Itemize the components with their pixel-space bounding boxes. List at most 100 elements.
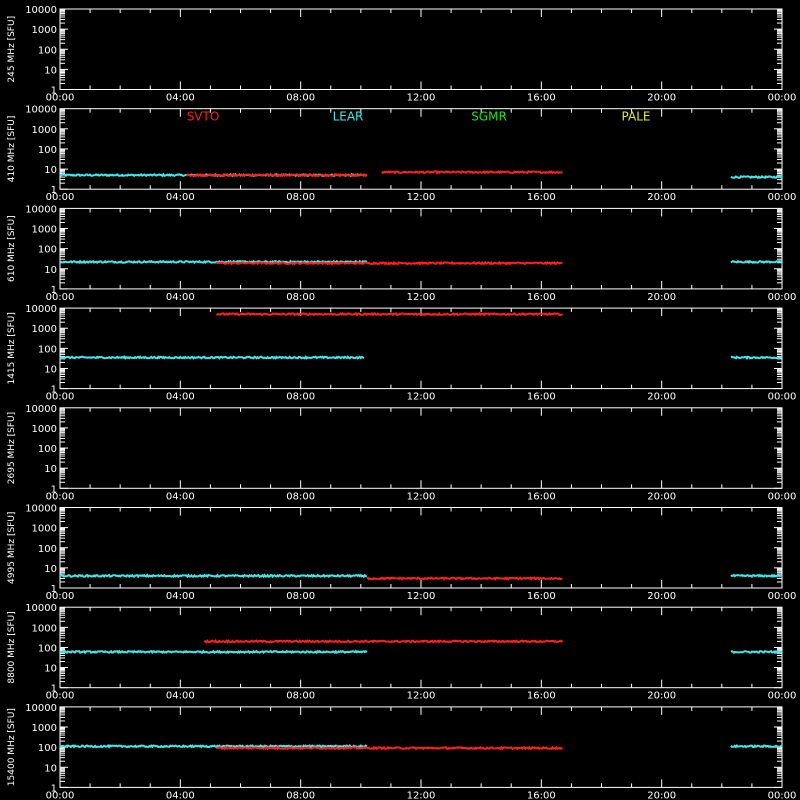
x-tick-label: 00:00 [46,591,75,602]
y-axis-label: 4995 MHz [SFU] [7,512,17,584]
x-tick-label: 00:00 [768,790,797,800]
y-tick-label: 1 [51,185,57,196]
x-tick-label: 16:00 [527,93,556,104]
y-tick-label: 1000 [32,125,57,136]
y-tick-label: 1 [51,684,57,695]
panel-3: 1 10 100 1000 10000 610 MHz [SFU] 00:00 04:00 08… [7,204,796,303]
y-tick-label: 10000 [25,105,57,116]
x-tick-label: 20:00 [647,790,676,800]
y-tick-label: 10000 [25,603,57,614]
y-tick-label: 100 [38,344,57,355]
x-tick-label: 00:00 [46,392,75,403]
y-tick-label: 100 [38,743,57,754]
x-tick-label: 08:00 [286,392,315,403]
y-tick-label: 1000 [32,723,57,734]
x-tick-label: 12:00 [407,292,436,303]
y-tick-label: 1000 [32,524,57,535]
series-lear [59,355,365,361]
panel-1: 1 10 100 1000 10000 245 MHz [SFU] 00:00 04:00 08… [7,5,796,104]
x-tick-label: 04:00 [166,691,195,702]
x-tick-label: 00:00 [768,691,797,702]
x-tick-label: 00:00 [46,192,75,203]
axis-frame [59,606,783,689]
x-tick-label: 12:00 [407,392,436,403]
series-lear [730,259,783,265]
y-tick-label: 100 [38,643,57,654]
y-axis-label: 410 MHz [SFU] [7,116,17,183]
y-tick-label: 100 [38,45,57,56]
y-tick-label: 10000 [25,404,57,415]
y-tick-label: 1 [51,385,57,396]
x-tick-label: 04:00 [166,392,195,403]
y-tick-label: 10 [44,265,57,276]
y-tick-label: 10 [44,364,57,375]
x-tick-label: 16:00 [527,790,556,800]
x-tick-label: 00:00 [768,292,797,303]
y-tick-label: 1000 [32,424,57,435]
series-svto [215,260,563,266]
y-tick-label: 100 [38,544,57,555]
x-tick-label: 12:00 [407,93,436,104]
x-tick-label: 08:00 [286,93,315,104]
legend-svto: SVTO [187,110,220,124]
y-tick-label: 10 [44,564,57,575]
x-tick-label: 00:00 [46,93,75,104]
axis-frame [59,8,783,90]
y-tick-label: 10 [44,664,57,675]
legend-pale: PALE [622,110,651,124]
x-tick-label: 16:00 [527,192,556,203]
y-tick-label: 1 [51,584,57,595]
x-tick-label: 12:00 [407,790,436,800]
y-axis-label: 2695 MHz [SFU] [7,412,17,484]
x-tick-label: 00:00 [768,192,797,203]
y-tick-label: 10000 [25,504,57,515]
series-lear [59,743,368,749]
series-lear [730,174,783,180]
x-tick-label: 00:00 [46,292,75,303]
x-tick-label: 00:00 [768,591,797,602]
series-svto [203,638,564,644]
axis-frame [59,407,783,489]
y-tick-label: 1000 [32,225,57,236]
y-tick-label: 10000 [25,304,57,315]
x-tick-label: 12:00 [407,691,436,702]
y-axis-label: 610 MHz [SFU] [7,215,17,282]
x-tick-label: 00:00 [46,790,75,800]
panel-7: 1 10 100 1000 10000 8800 MHz [SFU] 00:00 04:00 0… [7,603,796,702]
x-tick-label: 00:00 [46,691,75,702]
x-tick-label: 04:00 [166,591,195,602]
x-tick-label: 16:00 [527,591,556,602]
x-tick-label: 16:00 [527,491,556,502]
series-svto [216,311,563,317]
series-lear [730,649,783,655]
y-axis-label: 15400 MHz [SFU] [7,708,17,786]
x-tick-label: 04:00 [166,790,195,800]
panel-8: 1 10 100 1000 10000 15400 MHz [SFU] 00:00 04:00… [7,703,796,800]
series-svto [381,169,563,175]
y-tick-label: 100 [38,245,57,256]
x-tick-label: 20:00 [647,591,676,602]
x-tick-label: 16:00 [527,292,556,303]
y-axis-label: 1415 MHz [SFU] [7,312,17,384]
x-tick-label: 00:00 [768,93,797,104]
x-tick-label: 04:00 [166,491,195,502]
x-tick-label: 16:00 [527,691,556,702]
y-tick-label: 10 [44,763,57,774]
x-tick-label: 08:00 [286,691,315,702]
x-tick-label: 08:00 [286,192,315,203]
x-tick-label: 04:00 [166,292,195,303]
series-lear [730,355,783,361]
x-tick-label: 20:00 [647,292,676,303]
y-tick-label: 10000 [25,703,57,714]
x-tick-label: 20:00 [647,392,676,403]
legend-lear: LEAR [333,110,364,124]
x-tick-label: 08:00 [286,491,315,502]
series-svto [216,745,563,751]
axis-frame [59,207,783,290]
x-tick-label: 00:00 [46,491,75,502]
panel-6: 1 10 100 1000 10000 4995 MHz [SFU] 00:00 04:00 0… [7,504,796,603]
x-tick-label: 12:00 [407,192,436,203]
y-tick-label: 10 [44,464,57,475]
axis-frame [59,307,783,390]
